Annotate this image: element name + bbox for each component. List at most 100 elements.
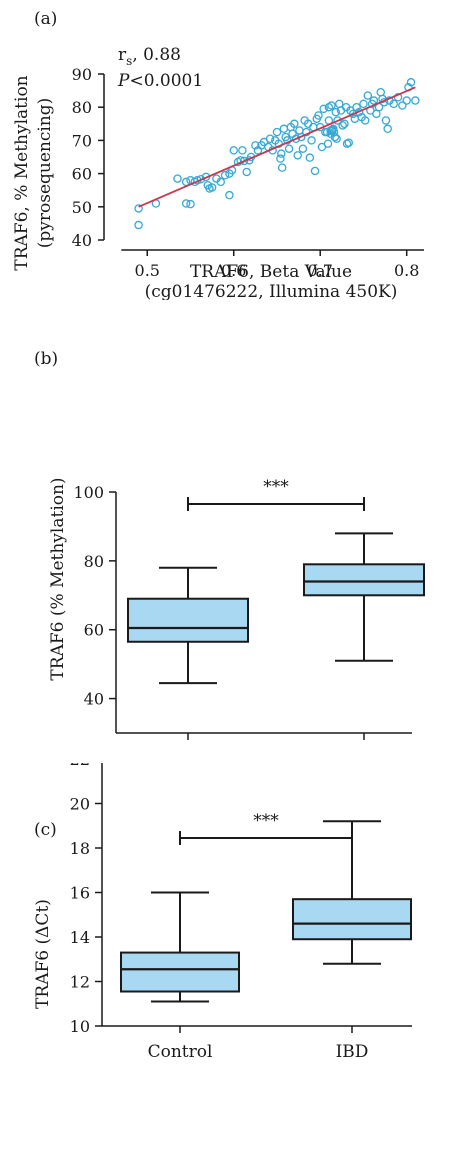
- y-tick-label: 50: [72, 198, 92, 217]
- data-point: [293, 151, 302, 160]
- panel-label-c: (c): [34, 820, 57, 840]
- box-control: [127, 566, 249, 685]
- data-point: [274, 139, 283, 148]
- data-point: [360, 116, 370, 125]
- y-axis-label: TRAF6 (ΔCt): [33, 899, 53, 1009]
- data-point: [216, 177, 226, 187]
- data-point: [181, 199, 191, 208]
- x-tick-label: 0.6: [221, 261, 246, 280]
- y-tick-label: 60: [84, 621, 104, 640]
- scatter-chart: (a) 40 50 60 70 80 90 0.5 0.6 0.7 0.8 rs, 0.88 P<…: [12, 9, 424, 300]
- y-tick-label: 80: [72, 98, 92, 117]
- y-tick-label: 10: [70, 1017, 90, 1036]
- box-series: ***: [120, 811, 412, 1003]
- data-point: [225, 190, 234, 200]
- panel-label-b: (b): [34, 349, 58, 369]
- y-tick-label: 12: [70, 973, 90, 992]
- data-point: [332, 134, 341, 143]
- data-point: [305, 153, 315, 162]
- x-category-label: IBD: [348, 749, 381, 750]
- data-point: [277, 163, 287, 172]
- data-point: [207, 183, 217, 192]
- y-tick-label: 60: [72, 165, 92, 184]
- box-iqr: [292, 898, 412, 941]
- y-tick-label: 16: [70, 884, 90, 903]
- y-axis-label-line1: TRAF6, % Methylation: [12, 75, 32, 270]
- data-point: [134, 220, 143, 230]
- y-tick-label: 22: [70, 763, 90, 769]
- x-category-label: IBD: [336, 1042, 369, 1062]
- data-point: [398, 101, 407, 110]
- box-plot-delta-ct: (c) 10 12 14 16 18 20 22 Control IBD *** TRAF6 (…: [33, 763, 412, 1062]
- data-point: [173, 174, 182, 183]
- scatter-points: [134, 78, 420, 230]
- data-point: [220, 171, 230, 180]
- y-tick-label: 18: [70, 839, 90, 858]
- data-point: [402, 96, 411, 105]
- box-axes: 40 60 80 100 Control IBD: [73, 483, 412, 750]
- data-point: [319, 104, 328, 114]
- y-axis-label: TRAF6 (% Methylation): [48, 477, 68, 680]
- data-point: [411, 96, 420, 105]
- data-point: [328, 124, 338, 134]
- y-axis-label-line2: (pyrosequencing): [35, 98, 55, 249]
- panel-label-a: (a): [34, 9, 57, 29]
- box-iqr: [303, 563, 425, 597]
- rs-annotation: rs, 0.88: [118, 45, 181, 68]
- box-series: ***: [127, 477, 425, 685]
- data-point: [314, 111, 323, 120]
- x-tick-label: 0.5: [135, 261, 160, 280]
- y-tick-label: 40: [72, 231, 92, 250]
- data-point: [186, 199, 195, 209]
- y-tick-label: 40: [84, 690, 104, 709]
- x-category-label: Control: [156, 749, 221, 750]
- box-control: [120, 891, 240, 1003]
- data-point: [406, 78, 416, 87]
- data-point: [307, 136, 316, 145]
- data-point: [330, 132, 340, 142]
- data-point: [323, 139, 333, 148]
- data-point: [229, 146, 238, 155]
- x-category-label: Control: [148, 1042, 213, 1062]
- data-point: [383, 124, 392, 134]
- y-tick-label: 80: [84, 552, 104, 571]
- data-point: [296, 132, 306, 142]
- data-point: [333, 116, 342, 125]
- data-point: [369, 96, 379, 105]
- x-tick-label: 0.7: [307, 261, 332, 280]
- regression-line: [138, 86, 416, 208]
- scatter-axes: 40 50 60 70 80 90 0.5 0.6 0.7 0.8: [72, 65, 424, 280]
- data-point: [284, 144, 294, 153]
- data-point: [134, 204, 143, 213]
- y-tick-label: 100: [73, 483, 104, 502]
- data-point: [338, 121, 347, 130]
- data-point: [331, 107, 341, 117]
- data-point: [348, 109, 358, 119]
- box-ibd: [292, 820, 412, 965]
- data-point: [340, 119, 349, 129]
- data-point: [242, 167, 251, 177]
- significance-stars: ***: [253, 811, 279, 831]
- box-plot-methylation: (b) 40 60 80 100 Control IBD *** TRAF6 (% Met…: [34, 349, 425, 750]
- data-point: [290, 119, 299, 129]
- data-point: [279, 124, 289, 134]
- data-point: [251, 141, 260, 150]
- x-axis-label-line2: (cg01476222, Illumina 450K): [145, 282, 398, 300]
- data-point: [310, 166, 320, 176]
- data-point: [352, 102, 361, 112]
- y-tick-label: 20: [70, 795, 90, 814]
- y-tick-label: 90: [72, 65, 92, 84]
- data-point: [359, 99, 368, 109]
- data-point: [327, 101, 336, 110]
- data-point: [389, 99, 398, 109]
- data-point: [277, 149, 286, 158]
- data-point: [328, 125, 337, 135]
- box-axes: 10 12 14 16 18 20 22 Control IBD: [70, 763, 412, 1062]
- x-tick-label: 0.8: [394, 261, 419, 280]
- data-point: [298, 144, 308, 153]
- data-point: [239, 156, 249, 166]
- data-point: [276, 154, 285, 163]
- data-point: [381, 116, 391, 125]
- data-point: [363, 91, 373, 100]
- box-ibd: [303, 532, 425, 662]
